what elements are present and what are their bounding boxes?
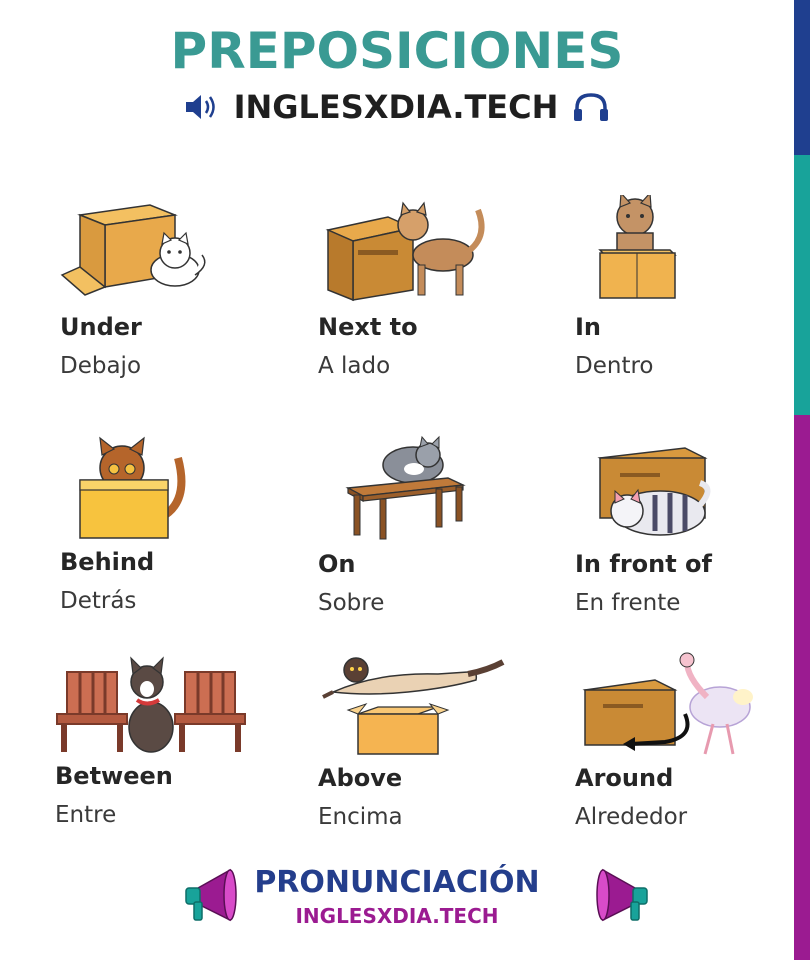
preposition-english: Under: [60, 313, 142, 341]
card-in-front-of: In front of En frente: [575, 433, 795, 633]
cat-in-box-illustration: [598, 195, 677, 299]
pronunciation-title: PRONUNCIACIÓN: [254, 865, 540, 900]
speaker-icon: [184, 92, 220, 122]
preposition-english: Above: [318, 764, 403, 792]
footer-site-name: INGLESXDIA.TECH: [295, 904, 499, 928]
megaphone-icon: [596, 868, 648, 922]
preposition-spanish: Entre: [55, 802, 117, 828]
ostrich-around-box-illustration: [582, 652, 753, 755]
cat-under-box-illustration: [60, 204, 206, 296]
preposition-english: Between: [55, 762, 173, 790]
preposition-english: Around: [575, 764, 674, 792]
preposition-spanish: Debajo: [60, 353, 142, 379]
card-in: In Dentro: [575, 195, 795, 395]
side-stripe-blue: [794, 0, 810, 155]
card-behind: Behind Detrás: [60, 433, 280, 633]
preposition-spanish: Dentro: [575, 353, 654, 379]
card-on: On Sobre: [318, 433, 538, 633]
preposition-spanish: En frente: [575, 590, 681, 616]
card-between: Between Entre: [55, 652, 275, 852]
card-next-to: Next to A lado: [318, 195, 538, 395]
cat-in-front-of-box-illustration: [597, 447, 711, 536]
preposition-english: In front of: [575, 550, 712, 578]
card-around: Around Alrededor: [575, 652, 795, 852]
preposition-spanish: Alrededor: [575, 804, 688, 830]
preposition-spanish: Sobre: [318, 590, 385, 616]
preposition-spanish: A lado: [318, 353, 391, 379]
preposition-spanish: Encima: [318, 804, 403, 830]
cat-behind-box-illustration: [79, 436, 186, 539]
preposition-english: Behind: [60, 548, 155, 576]
side-stripe-teal: [794, 155, 810, 415]
megaphone-icon: [185, 868, 237, 922]
side-stripe-purple: [794, 415, 810, 960]
site-name: INGLESXDIA.TECH: [233, 88, 559, 126]
cat-on-table-illustration: [345, 435, 466, 540]
card-above: Above Encima: [318, 652, 538, 852]
cat-above-box-illustration: [322, 657, 505, 755]
preposition-english: Next to: [318, 313, 418, 341]
site-header: INGLESXDIA.TECH: [0, 88, 794, 126]
preposition-english: On: [318, 550, 356, 578]
preposition-english: In: [575, 313, 602, 341]
page-title: PREPOSICIONES: [170, 22, 624, 80]
cat-next-to-box-illustration: [325, 201, 485, 302]
card-under: Under Debajo: [60, 195, 280, 395]
preposition-spanish: Detrás: [60, 588, 137, 614]
headphones-icon: [572, 91, 610, 123]
dog-between-chairs-illustration: [56, 656, 246, 753]
